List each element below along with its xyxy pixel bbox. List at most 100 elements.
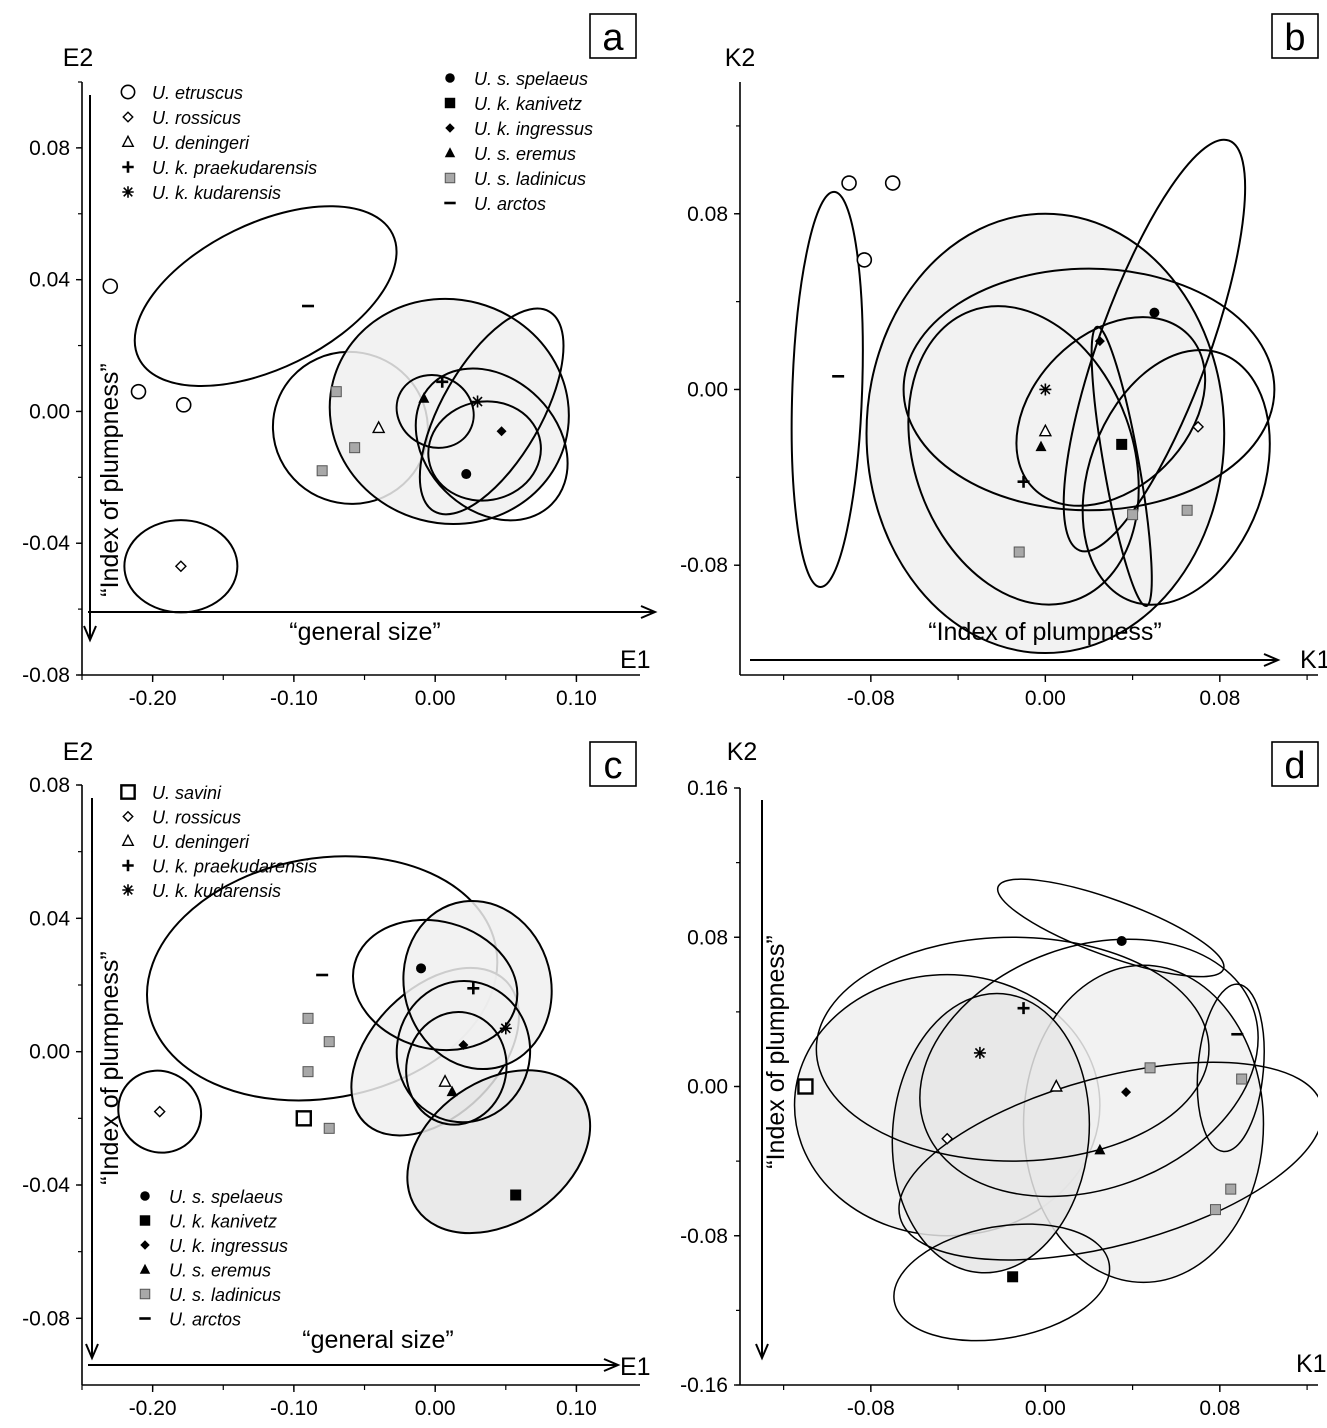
x-axis-name: K1: [1300, 646, 1327, 674]
confidence-ellipse-d-2: [891, 992, 1091, 1274]
y-tick-label: 0.00: [687, 1076, 728, 1099]
data-point-open-square: [295, 1110, 312, 1127]
legend-marker-filled-triangle: [139, 1263, 151, 1274]
confidence-ellipse-c-7: [405, 1011, 508, 1126]
data-point-filled-circle: [1116, 935, 1127, 946]
confidence-ellipse-a-4: [418, 307, 565, 516]
panel-letter-box: [589, 741, 637, 787]
y-tick-label: 0.08: [29, 774, 70, 797]
points-a: [102, 278, 507, 573]
x-tick-label: 0.10: [556, 1397, 597, 1420]
data-point-filled-circle: [416, 963, 427, 974]
legend-label: U. k. kudarensis: [152, 183, 281, 203]
legend-label: U. k. kanivetz: [474, 94, 582, 114]
legend-label: U. s. ladinicus: [474, 169, 586, 189]
legend-label: U. s. ladinicus: [169, 1285, 281, 1305]
ellipses-d: [793, 878, 1318, 1342]
y-tick-label: -0.04: [22, 1174, 70, 1197]
panel-letter: a: [602, 17, 624, 59]
confidence-ellipse-d-7: [996, 878, 1225, 978]
panel-d: -0.08 0.00 0.08 -0.16 -0.08 0.00 0.08 0.16 K1 K2 “…: [680, 738, 1326, 1420]
data-point-open-diamond: [1192, 420, 1205, 433]
legend-marker-asterisk: [122, 884, 134, 896]
y-tick-label: 0.16: [687, 777, 728, 800]
data-point-plus: [1017, 1002, 1030, 1015]
data-point-asterisk: [499, 1022, 512, 1035]
confidence-ellipse-d-8: [1196, 983, 1265, 1153]
y-axis-name: E2: [63, 44, 94, 72]
y-axis-arrow-head: [83, 625, 97, 643]
confidence-ellipse-b-0: [790, 190, 864, 589]
x-tick-label: -0.10: [270, 1397, 318, 1420]
legend-label: U. k. ingressus: [474, 119, 593, 139]
data-point-filled-triangle: [446, 1085, 458, 1097]
legend-a: U. etruscus U. rossicus U. deningeri U. k. …: [120, 69, 593, 214]
legend-marker-open-diamond: [122, 111, 134, 123]
data-point-gray-square: [1236, 1073, 1248, 1085]
x-tick-label: -0.20: [129, 687, 177, 710]
data-point-gray-square: [302, 1066, 314, 1078]
data-point-gray-square: [330, 386, 342, 398]
data-point-plus: [467, 982, 480, 995]
y-tick-label: 0.00: [29, 1041, 70, 1064]
legend-label: U. deningeri: [152, 133, 250, 153]
points-d: [797, 935, 1248, 1283]
data-point-gray-square: [349, 442, 361, 454]
panel-letter-box: [589, 13, 637, 59]
data-point-open-circle: [841, 175, 857, 191]
data-point-plus: [436, 375, 449, 388]
y-tick-label: 0.04: [29, 269, 70, 292]
legend-label: U. s. eremus: [474, 144, 576, 164]
legend-label: U. s. spelaeus: [169, 1187, 283, 1207]
y-tick-label: -0.04: [22, 532, 70, 555]
legend-marker-plus: [122, 859, 134, 872]
legend-marker-filled-circle: [140, 1191, 150, 1201]
data-point-open-circle: [856, 252, 873, 268]
panel-letter: b: [1284, 17, 1305, 59]
legend-label: U. k. ingressus: [169, 1236, 288, 1256]
data-point-filled-triangle: [1035, 440, 1047, 452]
data-point-asterisk: [1039, 383, 1052, 396]
data-point-gray-square: [316, 465, 328, 477]
x-tick-label: 0.00: [415, 687, 456, 710]
legend-label: U. savini: [152, 783, 222, 803]
confidence-ellipse-d-5: [898, 1061, 1318, 1261]
legend-label: U. etruscus: [152, 83, 243, 103]
data-point-gray-square: [1225, 1183, 1237, 1195]
legend-marker-filled-circle: [445, 73, 455, 83]
panel-letter-box: [1271, 13, 1319, 59]
data-point-gray-square: [1181, 504, 1193, 516]
x-tick-label: -0.08: [847, 687, 895, 710]
data-point-open-diamond: [941, 1132, 954, 1145]
legend-marker-filled-square: [444, 97, 456, 109]
confidence-ellipse-a-0: [133, 205, 398, 388]
y-tick-label: -0.08: [680, 554, 728, 577]
confidence-ellipse-b-7: [1015, 316, 1207, 507]
confidence-ellipse-d-3: [815, 936, 1210, 1162]
legend-marker-open-diamond: [122, 810, 134, 823]
legend-label: U. deningeri: [152, 832, 250, 852]
x-axis-name: E1: [620, 646, 651, 674]
y-annotation: “Index of plumpness”: [96, 363, 124, 596]
legend-marker-open-circle: [120, 84, 136, 100]
confidence-ellipse-d-4: [919, 938, 1259, 1198]
data-point-open-square: [797, 1078, 814, 1095]
x-axis-name: E1: [620, 1353, 651, 1381]
x-tick-label: 0.08: [1199, 687, 1240, 710]
x-axis-arrow-head: [603, 1358, 621, 1372]
confidence-ellipse-c-6: [395, 980, 532, 1124]
data-point-filled-square: [1007, 1271, 1019, 1283]
y-tick-label: 0.08: [687, 926, 728, 949]
legend-marker-filled-diamond: [445, 123, 455, 133]
y-axis-name: K2: [727, 738, 758, 766]
y-tick-label: -0.08: [680, 1225, 728, 1248]
legend-c: U. savini U. rossicus U. deningeri U. k. pr…: [120, 783, 317, 1330]
x-annotation: “general size”: [289, 618, 440, 646]
x-tick-label: 0.08: [1199, 1397, 1240, 1420]
panel-letter: d: [1284, 745, 1305, 787]
data-point-gray-square: [323, 1122, 335, 1134]
legend-label: U. k. kanivetz: [169, 1212, 277, 1232]
confidence-ellipse-a-5: [414, 367, 569, 522]
data-point-filled-circle: [1149, 307, 1160, 318]
x-tick-label: -0.08: [847, 1397, 895, 1420]
